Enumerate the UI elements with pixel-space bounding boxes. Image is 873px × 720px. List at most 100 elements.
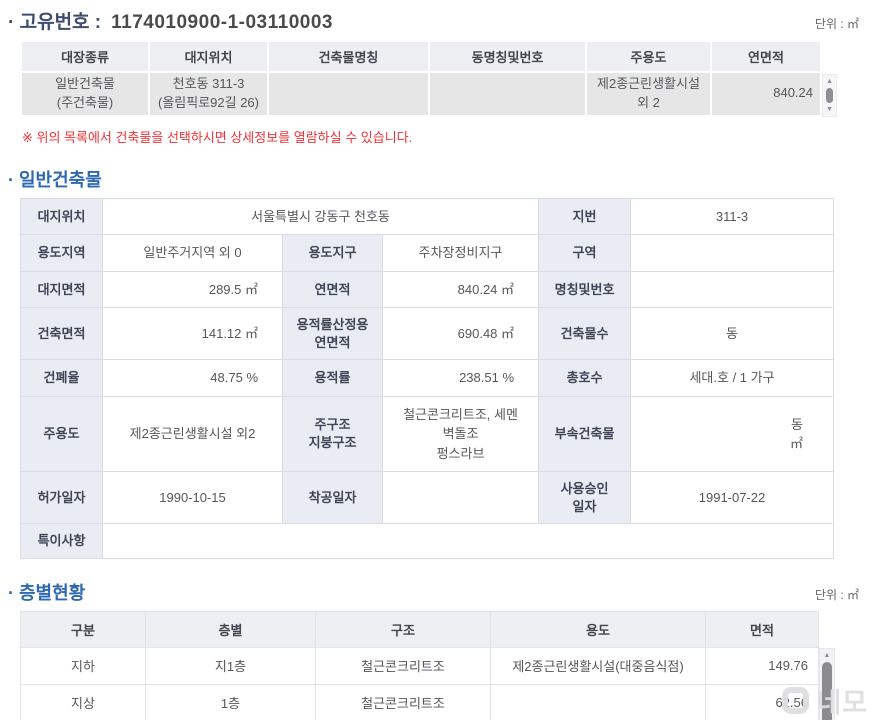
scrollbar-thumb[interactable] (826, 87, 833, 103)
floor-row: 지상 1층 철근콘크리트조 62.56 (20, 683, 819, 720)
summary-table: 대장종류 대지위치 건축물명칭 동명칭및번호 주용도 연면적 일반건축물 (주건… (20, 40, 822, 117)
col-header-site-location: 대지위치 (148, 40, 269, 73)
watermark: 네모 (782, 681, 868, 720)
floor-unit-label: 단위 : ㎡ (814, 587, 859, 602)
label-permit-date: 허가일자 (20, 471, 103, 525)
cell-division: 지상 (20, 683, 146, 720)
scroll-up-icon[interactable]: ▲ (826, 78, 833, 85)
label-zone: 구역 (538, 234, 632, 272)
value-jibun: 311-3 (630, 197, 835, 236)
table-row: 대지위치 서울특별시 강동구 천호동 지번 311-3 (20, 197, 835, 236)
label-coverage-ratio: 건폐율 (20, 359, 103, 397)
nemo-logo-icon (782, 687, 810, 714)
label-site-area: 대지면적 (20, 270, 103, 309)
value-building-count: 동 (630, 307, 835, 361)
table-row: 특이사항 (20, 523, 835, 559)
value-site-location: 서울특별시 강동구 천호동 (101, 197, 540, 236)
cell-structure: 철근콘크리트조 (315, 683, 491, 720)
value-special-notes (101, 523, 835, 559)
label-special-notes: 특이사항 (20, 523, 103, 559)
cell-floor: 1층 (145, 683, 316, 720)
floor-section-header: · 층별현황 단위 : ㎡ (8, 579, 859, 605)
cell-use (490, 683, 706, 720)
table-row: 주용도 제2종근린생활시설 외2 주구조 지붕구조 철근콘크리트조, 세멘 벽돌… (20, 395, 835, 473)
table-row: 용도지역 일반주거지역 외 0 용도지구 주차장정비지구 구역 (20, 234, 835, 272)
label-jibun: 지번 (538, 197, 632, 236)
unique-number-label: · 고유번호 : (8, 12, 102, 33)
unique-number: · 고유번호 : 1174010900-1-03110003 (8, 7, 333, 34)
scroll-down-icon[interactable]: ▼ (826, 105, 833, 113)
value-annex-building: 동 ㎡ (630, 395, 835, 473)
watermark-text: 네모 (816, 688, 868, 718)
cell-structure: 철근콘크리트조 (315, 646, 491, 685)
label-use-zone: 용도지역 (20, 234, 103, 272)
label-site-location: 대지위치 (20, 197, 103, 236)
cell-dong-name-no[interactable] (428, 71, 587, 117)
scroll-up-icon[interactable]: ▲ (823, 651, 831, 659)
general-building-table: 대지위치 서울특별시 강동구 천호동 지번 311-3 용도지역 일반주거지역 … (20, 197, 835, 559)
label-floor-area-ratio: 용적률 (282, 359, 383, 397)
col-header-main-use: 주용도 (585, 40, 712, 73)
value-floor-area-ratio: 238.51 % (381, 359, 540, 397)
value-name-no (630, 270, 835, 309)
summary-scrollbar[interactable]: ▲ ▼ (822, 74, 837, 117)
table-row: 허가일자 1990-10-15 착공일자 사용승인 일자 1991-07-22 (20, 471, 835, 525)
value-use-district: 주차장정비지구 (381, 234, 540, 272)
floor-scrollbar[interactable]: ▲ (819, 647, 835, 720)
label-household-count: 총호수 (538, 359, 632, 397)
floor-status-table: 구분 층별 구조 용도 면적 지하 지1층 철근콘크리트조 제2종근린생활시설(… (20, 610, 819, 720)
col-header-floor: 층별 (145, 610, 316, 648)
scrollbar-thumb[interactable] (822, 661, 832, 720)
page-header: · 고유번호 : 1174010900-1-03110003 단위 : ㎡ (0, 0, 873, 36)
col-header-ledger-type: 대장종류 (20, 40, 150, 73)
floor-table-wrap: 구분 층별 구조 용도 면적 지하 지1층 철근콘크리트조 제2종근린생활시설(… (20, 610, 865, 720)
value-approval-date: 1991-07-22 (630, 471, 835, 525)
label-name-no: 명칭및번호 (538, 270, 632, 309)
col-header-area: 면적 (705, 610, 819, 648)
summary-header-row: 대장종류 대지위치 건축물명칭 동명칭및번호 주용도 연면적 (20, 40, 822, 73)
value-household-count: 세대.호 / 1 가구 (630, 359, 835, 397)
cell-site-location[interactable]: 천호동 311-3 (올림픽로92길 26) (148, 71, 269, 117)
value-site-area: 289.5 ㎡ (102, 270, 283, 309)
table-row: 건폐율 48.75 % 용적률 238.51 % 총호수 세대.호 / 1 가구 (20, 359, 835, 397)
table-row: 대지면적 289.5 ㎡ 연면적 840.24 ㎡ 명칭및번호 (20, 270, 835, 309)
general-section-title: · 일반건축물 (8, 169, 102, 190)
value-gross-area: 840.24 ㎡ (381, 270, 540, 309)
label-main-use: 주용도 (20, 395, 103, 473)
general-section-header: · 일반건축물 (8, 166, 859, 192)
cell-gross-area[interactable]: 840.24 (710, 71, 822, 117)
label-gross-area: 연면적 (282, 270, 383, 309)
cell-ledger-type[interactable]: 일반건축물 (주건축물) (20, 71, 150, 117)
table-row: 건축면적 141.12 ㎡ 용적률산정용 연면적 690.48 ㎡ 건축물수 동 (20, 307, 835, 361)
value-far-gross-area: 690.48 ㎡ (381, 307, 540, 361)
value-start-date (381, 471, 540, 525)
value-coverage-ratio: 48.75 % (102, 359, 283, 397)
cell-building-name[interactable] (267, 71, 430, 117)
label-approval-date: 사용승인 일자 (538, 471, 632, 525)
label-far-gross-area: 용적률산정용 연면적 (282, 307, 383, 361)
summary-building-row[interactable]: 일반건축물 (주건축물) 천호동 311-3 (올림픽로92길 26) 제2종근… (20, 71, 822, 117)
label-building-area: 건축면적 (20, 307, 103, 361)
summary-table-wrap: 대장종류 대지위치 건축물명칭 동명칭및번호 주용도 연면적 일반건축물 (주건… (20, 40, 865, 117)
cell-area: 149.76 (705, 646, 819, 685)
cell-floor: 지1층 (145, 646, 316, 685)
label-start-date: 착공일자 (282, 471, 383, 525)
cell-main-use[interactable]: 제2종근린생활시설 외 2 (585, 71, 712, 117)
floor-section-title: · 층별현황 (8, 582, 86, 603)
cell-use: 제2종근린생활시설(대중음식점) (490, 646, 706, 685)
value-permit-date: 1990-10-15 (102, 471, 283, 525)
label-building-count: 건축물수 (538, 307, 632, 361)
col-header-gross-area: 연면적 (710, 40, 822, 73)
col-header-building-name: 건축물명칭 (267, 40, 430, 73)
unit-label: 단위 : ㎡ (814, 17, 859, 31)
col-header-structure: 구조 (315, 610, 491, 648)
value-main-use: 제2종근린생활시설 외2 (102, 395, 283, 473)
selection-notice: ※ 위의 목록에서 건축물을 선택하시면 상세정보를 열람하실 수 있습니다. (22, 129, 413, 145)
label-annex-building: 부속건축물 (538, 395, 632, 473)
col-header-dong-name-no: 동명칭및번호 (428, 40, 587, 73)
col-header-division: 구분 (20, 610, 146, 648)
label-structure: 주구조 지붕구조 (282, 395, 383, 473)
value-structure: 철근콘크리트조, 세멘 벽돌조 펑스라브 (381, 395, 540, 473)
value-zone (630, 234, 835, 272)
